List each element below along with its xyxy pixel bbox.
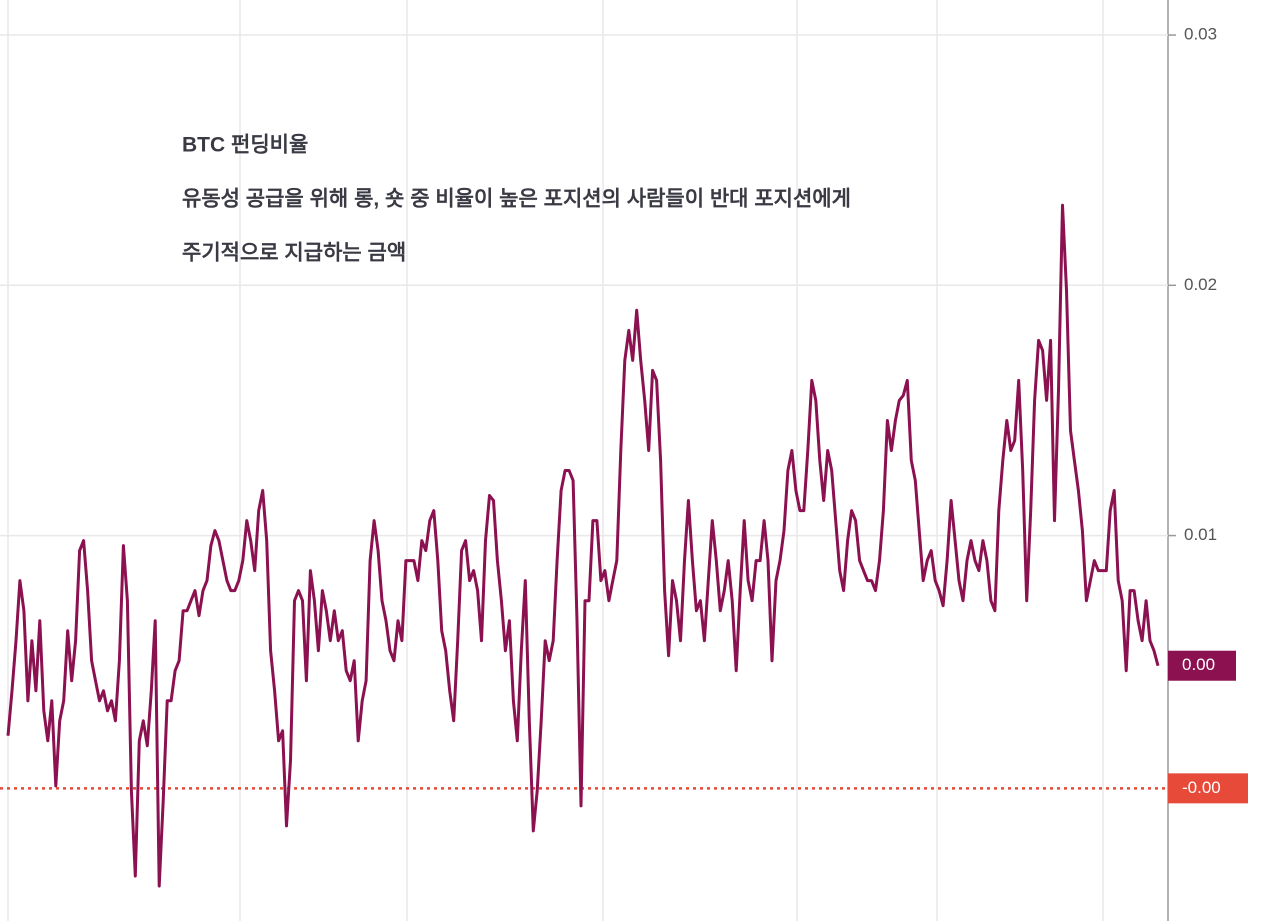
y-tick-label: 0.03 (1184, 25, 1217, 44)
reference-badge (1168, 773, 1248, 804)
current-value-label: 0.00 (1182, 655, 1215, 674)
line (6, 203, 1160, 888)
y-tick-label: 0.01 (1184, 525, 1217, 544)
current-value-badge (1168, 650, 1236, 681)
annotation: 유동성 공급을 위해 롱, 숏 중 비율이 높은 포지션의 사람들이 반대 포지… (182, 188, 851, 211)
reference-label: -0.00 (1182, 778, 1221, 797)
vertical-grid (7, 0, 1104, 921)
chart-title: BTC 펀딩비율 (182, 134, 308, 157)
y-tick-label: 0.02 (1184, 275, 1217, 294)
annotation: 주기적으로 지급하는 금액 (182, 242, 406, 265)
